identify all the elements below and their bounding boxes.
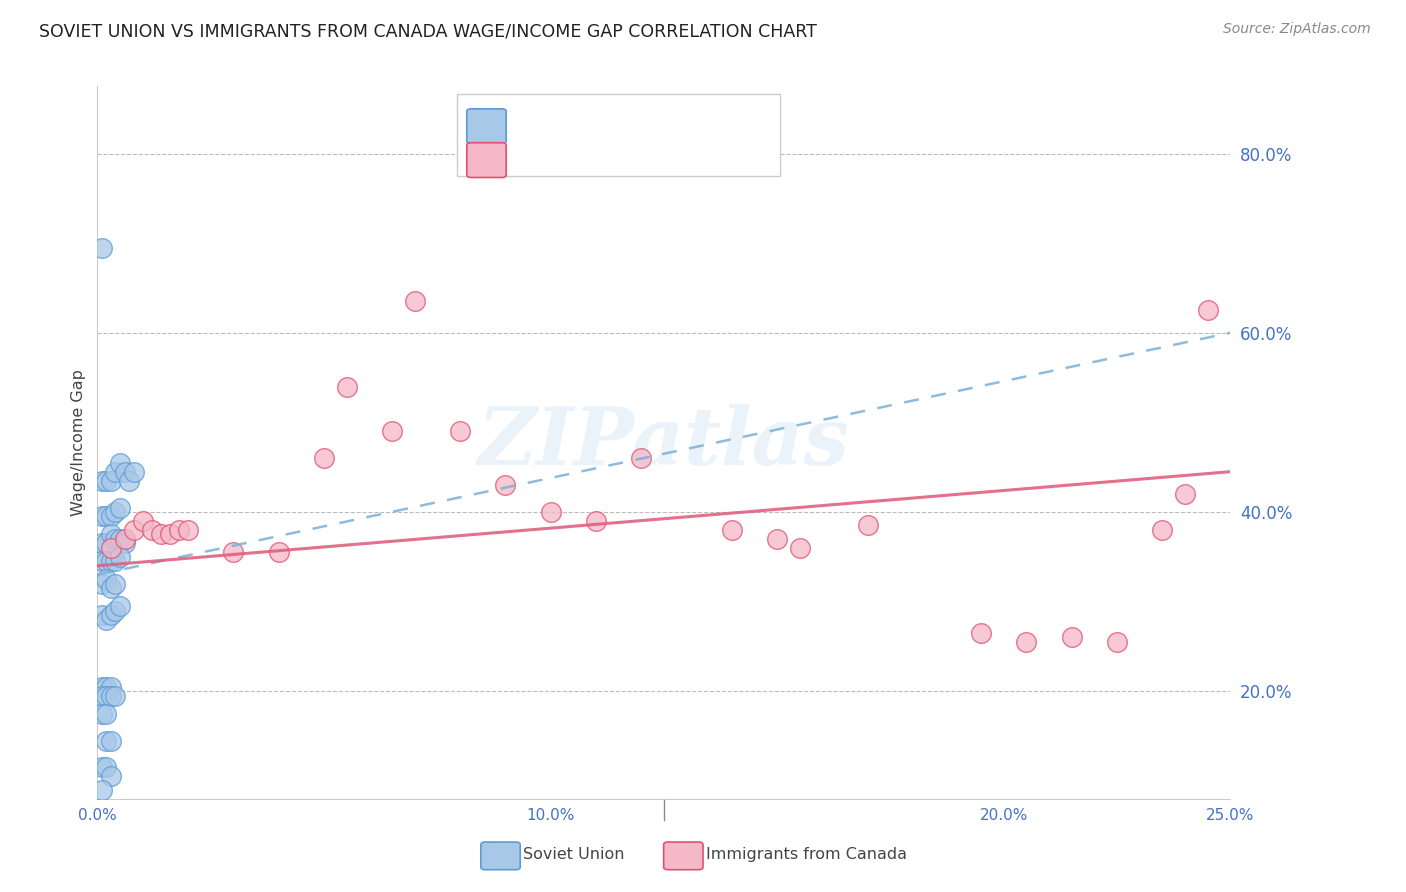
Point bbox=[177, 523, 200, 537]
Point bbox=[100, 541, 122, 555]
Point bbox=[1015, 635, 1038, 649]
Point bbox=[90, 689, 112, 703]
Point bbox=[90, 509, 112, 524]
Point bbox=[494, 478, 516, 492]
Point bbox=[96, 474, 118, 488]
Text: 0.027: 0.027 bbox=[553, 115, 603, 133]
Point bbox=[141, 523, 163, 537]
Point bbox=[167, 523, 190, 537]
Text: Source: ZipAtlas.com: Source: ZipAtlas.com bbox=[1223, 22, 1371, 37]
Point bbox=[122, 523, 145, 537]
Point bbox=[100, 769, 122, 783]
Point bbox=[90, 608, 112, 623]
Point bbox=[96, 680, 118, 694]
Point bbox=[312, 451, 335, 466]
Point bbox=[114, 532, 136, 546]
Point bbox=[90, 706, 112, 721]
Point bbox=[96, 509, 118, 524]
Point bbox=[100, 733, 122, 747]
Point bbox=[104, 604, 127, 618]
Point bbox=[540, 505, 562, 519]
Point bbox=[104, 465, 127, 479]
Point bbox=[96, 613, 118, 627]
Point bbox=[90, 576, 112, 591]
Point bbox=[1152, 523, 1174, 537]
Point bbox=[96, 554, 118, 568]
Point bbox=[100, 554, 122, 568]
Point bbox=[336, 379, 359, 393]
Point bbox=[449, 425, 471, 439]
Point bbox=[90, 241, 112, 255]
Point bbox=[104, 554, 127, 568]
Text: SOVIET UNION VS IMMIGRANTS FROM CANADA WAGE/INCOME GAP CORRELATION CHART: SOVIET UNION VS IMMIGRANTS FROM CANADA W… bbox=[39, 22, 817, 40]
Point bbox=[381, 425, 404, 439]
Point bbox=[108, 456, 131, 470]
Point bbox=[1105, 635, 1128, 649]
Point bbox=[159, 527, 181, 541]
Point bbox=[90, 782, 112, 797]
Text: 31: 31 bbox=[651, 149, 676, 167]
Point bbox=[104, 532, 127, 546]
Text: Soviet Union: Soviet Union bbox=[523, 847, 624, 862]
Point bbox=[970, 626, 993, 640]
Point bbox=[721, 523, 744, 537]
Text: ZIPatlas: ZIPatlas bbox=[478, 404, 849, 482]
Point bbox=[108, 500, 131, 515]
Point bbox=[114, 465, 136, 479]
Text: R =: R = bbox=[513, 115, 553, 133]
Point bbox=[267, 545, 290, 559]
Point bbox=[118, 474, 141, 488]
Point bbox=[1197, 303, 1219, 318]
Point bbox=[100, 509, 122, 524]
Point bbox=[104, 576, 127, 591]
Point bbox=[131, 514, 153, 528]
Point bbox=[1060, 631, 1083, 645]
Point bbox=[108, 532, 131, 546]
Point bbox=[114, 536, 136, 550]
Text: 49: 49 bbox=[651, 115, 676, 133]
Point bbox=[96, 760, 118, 774]
Point bbox=[96, 706, 118, 721]
Point bbox=[100, 527, 122, 541]
Point bbox=[630, 451, 652, 466]
Point bbox=[100, 680, 122, 694]
Point bbox=[104, 505, 127, 519]
Point bbox=[222, 545, 245, 559]
Point bbox=[104, 689, 127, 703]
Y-axis label: Wage/Income Gap: Wage/Income Gap bbox=[72, 369, 86, 516]
Point bbox=[149, 527, 172, 541]
Text: N =: N = bbox=[609, 115, 661, 133]
Text: R =: R = bbox=[513, 149, 553, 167]
Point bbox=[96, 536, 118, 550]
Point bbox=[90, 760, 112, 774]
Point bbox=[100, 581, 122, 595]
Point bbox=[404, 294, 426, 309]
Point bbox=[100, 474, 122, 488]
Point bbox=[789, 541, 811, 555]
Point bbox=[90, 474, 112, 488]
Point bbox=[856, 518, 879, 533]
Point bbox=[96, 572, 118, 586]
Text: N =: N = bbox=[609, 149, 661, 167]
Point bbox=[96, 689, 118, 703]
Point bbox=[585, 514, 607, 528]
Point bbox=[122, 465, 145, 479]
Point bbox=[108, 549, 131, 564]
Point bbox=[96, 733, 118, 747]
Point bbox=[100, 608, 122, 623]
Point bbox=[90, 536, 112, 550]
Point bbox=[1174, 487, 1197, 501]
Point bbox=[100, 689, 122, 703]
Point bbox=[90, 554, 112, 568]
Point bbox=[766, 532, 789, 546]
Point bbox=[90, 680, 112, 694]
Text: 0.173: 0.173 bbox=[553, 149, 605, 167]
Text: Immigrants from Canada: Immigrants from Canada bbox=[706, 847, 907, 862]
Point bbox=[108, 599, 131, 613]
